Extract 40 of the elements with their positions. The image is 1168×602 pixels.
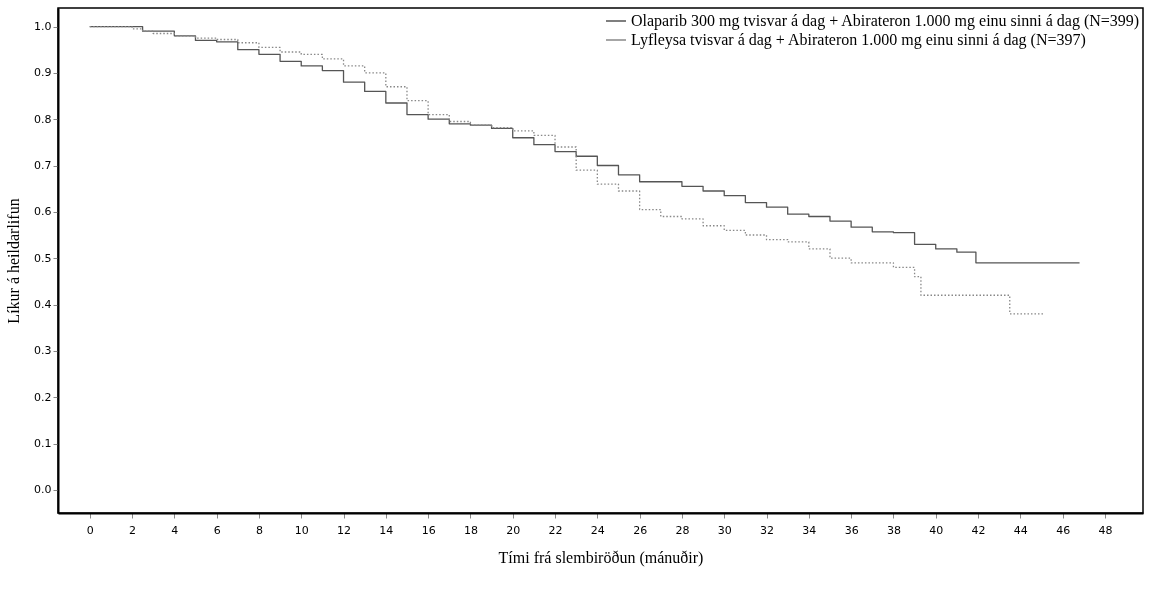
y-tick-label: 0.2 bbox=[34, 390, 52, 404]
x-tick-label: 40 bbox=[929, 523, 944, 537]
x-tick-label: 32 bbox=[760, 523, 775, 537]
x-tick-label: 2 bbox=[129, 523, 137, 537]
x-tick-label: 36 bbox=[844, 523, 859, 537]
y-tick-label: 0.3 bbox=[34, 344, 52, 358]
x-tick-label: 14 bbox=[379, 523, 394, 537]
x-tick-label: 12 bbox=[337, 523, 352, 537]
y-tick-label: 0.1 bbox=[34, 437, 52, 450]
y-tick-label: 0.5 bbox=[34, 251, 52, 265]
y-tick-label: 0.7 bbox=[34, 159, 52, 173]
x-tick-label: 10 bbox=[294, 523, 309, 537]
x-tick-label: 4 bbox=[171, 523, 179, 537]
x-tick-label: 22 bbox=[548, 523, 563, 537]
y-tick-label: 0.4 bbox=[34, 298, 52, 312]
x-tick-label: 6 bbox=[213, 523, 221, 537]
x-tick-label: 18 bbox=[463, 523, 478, 537]
x-tick-label: 16 bbox=[421, 523, 436, 537]
legend-label: Lyfleysa tvisvar á dag + Abirateron 1.000 mg einu sinni á dag (N=397) bbox=[631, 31, 1086, 49]
x-axis-title: Tími frá slembiröðun (mánuðir) bbox=[498, 548, 704, 567]
y-axis-title: Líkur á heildarlifun bbox=[5, 198, 23, 324]
x-tick-label: 34 bbox=[802, 523, 817, 537]
y-tick-label: 0.0 bbox=[34, 483, 52, 497]
x-tick-label: 38 bbox=[886, 523, 901, 537]
y-tick-label: 0.9 bbox=[34, 66, 52, 80]
x-tick-label: 20 bbox=[506, 523, 521, 537]
x-tick-label: 24 bbox=[590, 523, 605, 537]
x-tick-label: 48 bbox=[1098, 523, 1113, 537]
x-tick-label: 26 bbox=[633, 523, 648, 537]
x-tick-label: 42 bbox=[971, 523, 986, 537]
x-tick-label: 8 bbox=[255, 523, 263, 537]
x-tick-label: 28 bbox=[675, 523, 690, 537]
x-tick-label: 0 bbox=[86, 523, 94, 537]
y-tick-label: 0.8 bbox=[34, 112, 52, 126]
y-tick-label: 1.0 bbox=[34, 20, 52, 34]
x-tick-label: 44 bbox=[1013, 523, 1028, 537]
x-tick-label: 30 bbox=[717, 523, 732, 537]
legend-label: Olaparib 300 mg tvisvar á dag + Abirateron 1.000 mg einu sinni á dag (N=399) bbox=[631, 12, 1140, 30]
y-tick-label: 0.6 bbox=[34, 205, 52, 219]
x-tick-label: 46 bbox=[1056, 523, 1071, 537]
